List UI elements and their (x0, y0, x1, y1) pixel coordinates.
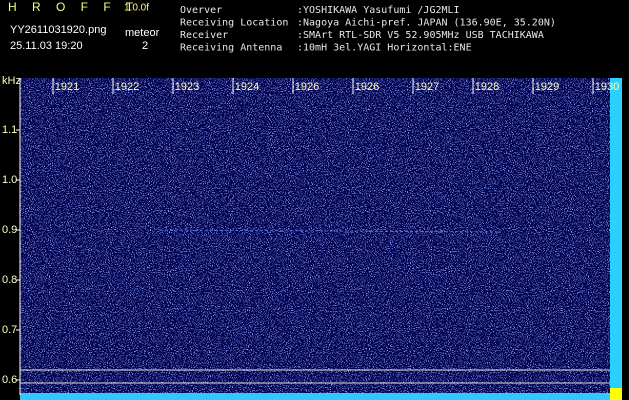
x-tick-label: 1924 (235, 81, 259, 93)
info-value: :Nagoya Aichi-pref. JAPAN (136.90E, 35.2… (297, 18, 556, 29)
x-tick-label: 1927 (415, 81, 439, 93)
app-name: H R O F F T (8, 0, 139, 14)
bottom-level (20, 393, 610, 400)
x-tick-label: 1926 (355, 81, 379, 93)
info-label: Receiving Location (180, 18, 288, 29)
y-tick-label: 0.8 (2, 274, 17, 286)
info-label: Receiving Antenna (180, 43, 282, 54)
info-label: Overver (180, 5, 222, 16)
level-peak (610, 388, 622, 400)
x-tick-label: 1923 (175, 81, 199, 93)
y-tick-label: 0.9 (2, 224, 17, 236)
level-bar (610, 78, 622, 388)
info: Overver :YOSHIKAWA Yasufumi /JG2MLI Receiv… (180, 5, 556, 54)
info-label: Receiver (180, 30, 228, 41)
file-name: YY2611031920.png (10, 24, 106, 36)
count-label: meteor (125, 27, 160, 39)
info-value: :10mH 3el.YAGI Horizontal:ENE (297, 43, 472, 54)
y-tick-label: 0.7 (2, 324, 17, 336)
x-tick-label: 1930 (595, 81, 619, 93)
x-tick-label: 1921 (55, 81, 79, 93)
y-tick-label: 0.6 (2, 374, 17, 386)
count: 2 (142, 40, 148, 52)
version: 1.0.0f (124, 3, 149, 14)
y-tick-label: 1.1 (2, 124, 17, 136)
x-tick-label: 1929 (535, 81, 559, 93)
x-tick-label: 1926 (295, 81, 319, 93)
y-axis-label: kHz (2, 75, 21, 87)
x-tick-label: 1928 (475, 81, 499, 93)
meteor-echo (159, 229, 501, 233)
noise (20, 78, 610, 395)
x-tick-label: 1922 (115, 81, 139, 93)
info-value: :YOSHIKAWA Yasufumi /JG2MLI (297, 5, 460, 16)
info-value: :SMArt RTL-SDR V5 52.905MHz USB TACHIKAW… (297, 30, 544, 41)
y-tick-label: 1.0 (2, 174, 17, 186)
datetime: 25.11.03 19:20 (10, 40, 83, 52)
